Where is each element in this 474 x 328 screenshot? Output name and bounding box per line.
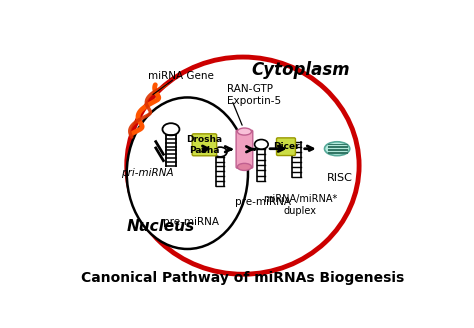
FancyBboxPatch shape <box>192 134 217 156</box>
Ellipse shape <box>127 57 359 274</box>
Text: miRNA/miRNA*
duplex: miRNA/miRNA* duplex <box>263 194 337 215</box>
Text: miRNA Gene: miRNA Gene <box>148 71 214 81</box>
Text: Cytoplasm: Cytoplasm <box>252 61 350 79</box>
Text: RISC: RISC <box>327 173 353 183</box>
Text: Canonical Pathway of miRNAs Biogenesis: Canonical Pathway of miRNAs Biogenesis <box>82 271 404 285</box>
Ellipse shape <box>127 97 248 249</box>
Text: RAN-GTP
Exportin-5: RAN-GTP Exportin-5 <box>227 84 281 106</box>
Text: pri-miRNA: pri-miRNA <box>121 168 173 178</box>
Ellipse shape <box>325 142 350 156</box>
Text: pre-miRNA: pre-miRNA <box>235 197 291 207</box>
Ellipse shape <box>237 128 252 135</box>
FancyBboxPatch shape <box>236 130 253 168</box>
Ellipse shape <box>237 163 252 171</box>
FancyBboxPatch shape <box>276 138 295 155</box>
Text: Drosha
Pasha: Drosha Pasha <box>186 135 222 154</box>
Text: pre-miRNA: pre-miRNA <box>163 217 219 227</box>
Text: Nucleus: Nucleus <box>127 219 195 234</box>
Text: Dicer: Dicer <box>273 142 300 151</box>
